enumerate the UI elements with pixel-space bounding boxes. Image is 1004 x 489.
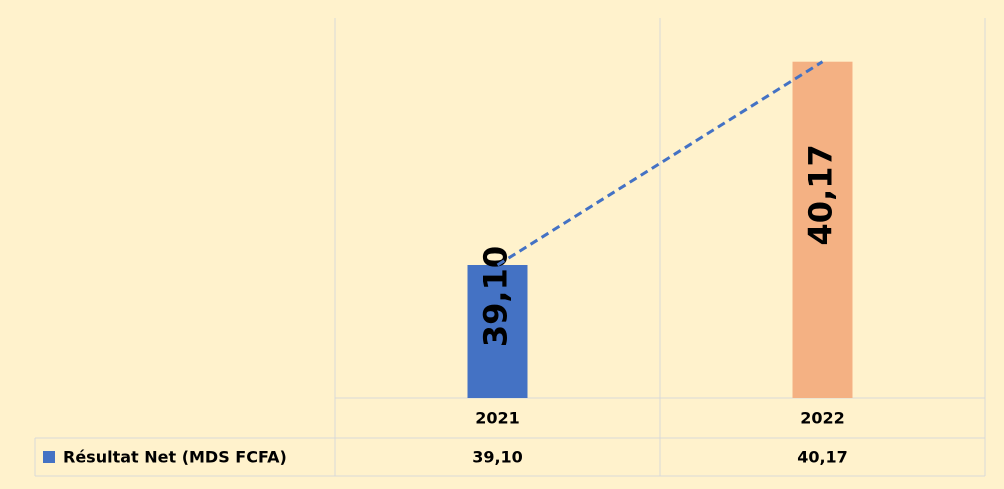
x-tick-label: 2021	[475, 409, 520, 428]
legend-swatch	[43, 451, 55, 463]
x-tick-label: 2022	[800, 409, 845, 428]
bar	[467, 265, 528, 398]
table-value: 40,17	[797, 448, 848, 467]
data-label: 40,17	[802, 144, 840, 245]
legend-label: Résultat Net (MDS FCFA)	[63, 448, 287, 467]
bar	[792, 61, 853, 398]
trendline	[496, 60, 824, 267]
data-label: 39,10	[477, 246, 515, 347]
table-value: 39,10	[472, 448, 523, 467]
